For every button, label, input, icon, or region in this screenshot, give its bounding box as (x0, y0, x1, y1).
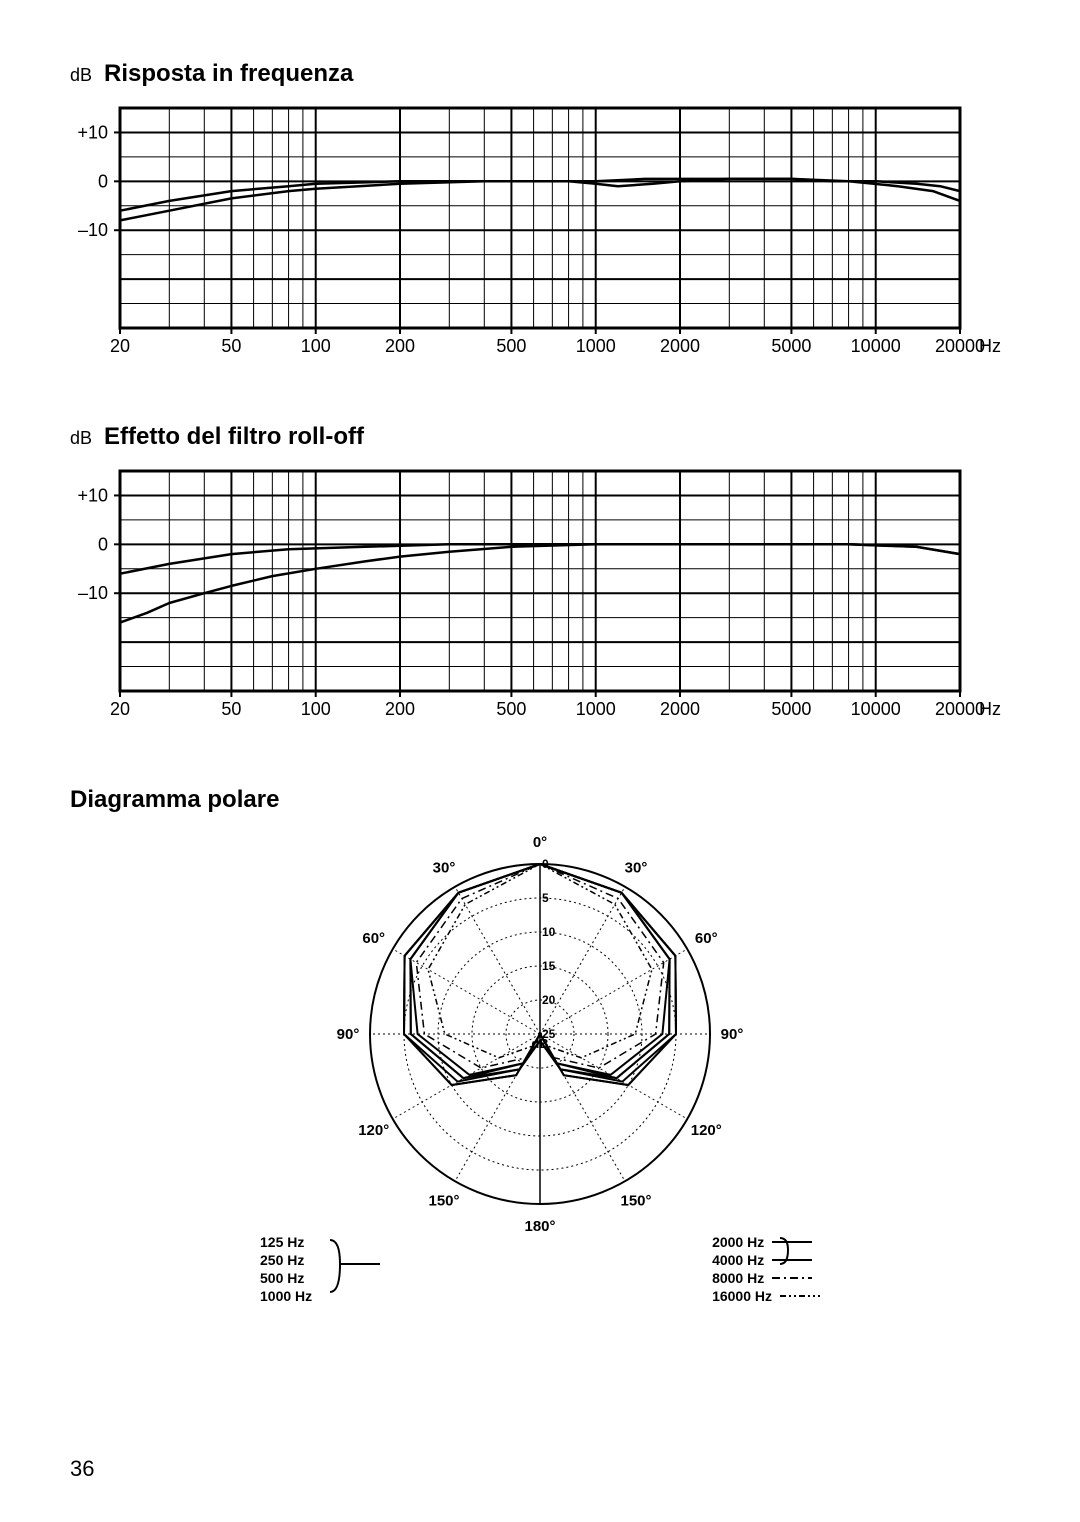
svg-text:10000: 10000 (851, 699, 901, 719)
svg-text:5000: 5000 (771, 336, 811, 356)
svg-text:60°: 60° (362, 930, 385, 947)
svg-text:150°: 150° (620, 1192, 651, 1209)
svg-text:500: 500 (496, 699, 526, 719)
polar-legend-item: 250 Hz (260, 1252, 312, 1268)
chart2-svg: 20 50 100 200 500 1000 2000 5000 10000 20000Hz –10… (70, 461, 1010, 731)
chart3-svg: 0° 30° 60° 90° 120° 150° 180° 30° 60° 90° 120° 150°… (260, 824, 820, 1264)
svg-text:–10: –10 (78, 583, 108, 603)
chart1-prefix: dB (70, 65, 92, 86)
svg-text:150°: 150° (428, 1192, 459, 1209)
polar-legend-label: 125 Hz (260, 1234, 304, 1250)
svg-text:+10: +10 (77, 485, 108, 505)
svg-text:90°: 90° (337, 1026, 360, 1043)
svg-text:120°: 120° (691, 1122, 722, 1139)
polar-legend-label: 8000 Hz (712, 1270, 764, 1286)
polar-legend-right: 2000 Hz 4000 Hz 8000 Hz 16000 Hz (712, 1234, 820, 1304)
polar-wrap: 0° 30° 60° 90° 120° 150° 180° 30° 60° 90° 120° 150°… (70, 824, 1010, 1304)
svg-text:20: 20 (110, 699, 130, 719)
svg-text:120°: 120° (358, 1122, 389, 1139)
svg-text:50: 50 (221, 336, 241, 356)
svg-text:180°: 180° (524, 1218, 555, 1235)
polar-legend: 125 Hz 250 Hz 500 Hz 1000 Hz 2000 Hz 4000 Hz… (260, 1234, 820, 1304)
polar-legend-item: 16000 Hz (712, 1288, 820, 1304)
polar-legend-label: 1000 Hz (260, 1288, 312, 1304)
svg-text:0°: 0° (533, 834, 547, 851)
svg-text:1000: 1000 (576, 699, 616, 719)
svg-text:–10: –10 (78, 220, 108, 240)
polar-legend-label: 4000 Hz (712, 1252, 764, 1268)
chart2-title-row: dB Effetto del filtro roll-off (70, 423, 1010, 451)
svg-text:100: 100 (301, 699, 331, 719)
svg-text:2000: 2000 (660, 699, 700, 719)
polar-legend-item: 2000 Hz (712, 1234, 820, 1250)
polar-legend-label: 2000 Hz (712, 1234, 764, 1250)
chart2-title: Effetto del filtro roll-off (104, 423, 364, 451)
svg-text:20000: 20000 (935, 336, 985, 356)
svg-text:Hz: Hz (979, 336, 1001, 356)
polar-legend-left: 125 Hz 250 Hz 500 Hz 1000 Hz (260, 1234, 312, 1304)
freq-response-section: dB Risposta in frequenza 20 50 100 200 500 10… (70, 60, 1010, 373)
polar-legend-item: 4000 Hz (712, 1252, 820, 1268)
svg-text:0: 0 (98, 534, 108, 554)
svg-text:20: 20 (110, 336, 130, 356)
svg-text:60°: 60° (695, 930, 718, 947)
chart1-container: 20 50 100 200 500 1000 2000 5000 10000 20000Hz –10… (70, 98, 1010, 373)
svg-text:50: 50 (221, 699, 241, 719)
svg-text:10000: 10000 (851, 336, 901, 356)
chart3-title-row: Diagramma polare (70, 786, 1010, 814)
chart1-title: Risposta in frequenza (104, 60, 353, 88)
svg-text:200: 200 (385, 699, 415, 719)
svg-text:90°: 90° (721, 1026, 744, 1043)
chart2-prefix: dB (70, 428, 92, 449)
svg-text:20000: 20000 (935, 699, 985, 719)
svg-text:500: 500 (496, 336, 526, 356)
chart3-title: Diagramma polare (70, 786, 279, 814)
page-number: 36 (70, 1456, 94, 1482)
svg-text:20: 20 (542, 993, 556, 1007)
svg-text:30°: 30° (625, 860, 648, 877)
polar-legend-item: 125 Hz (260, 1234, 312, 1250)
svg-text:100: 100 (301, 336, 331, 356)
svg-text:5: 5 (542, 891, 549, 905)
svg-text:Hz: Hz (979, 699, 1001, 719)
svg-text:0: 0 (98, 171, 108, 191)
svg-text:2000: 2000 (660, 336, 700, 356)
polar-section: Diagramma polare 0° 30° 60° 90° 120° 150° 180°… (70, 786, 1010, 1304)
chart2-container: 20 50 100 200 500 1000 2000 5000 10000 20000Hz –10… (70, 461, 1010, 736)
svg-text:200: 200 (385, 336, 415, 356)
svg-text:15: 15 (542, 959, 556, 973)
polar-legend-item: 1000 Hz (260, 1288, 312, 1304)
svg-text:5000: 5000 (771, 699, 811, 719)
svg-text:30°: 30° (433, 860, 456, 877)
polar-legend-label: 500 Hz (260, 1270, 304, 1286)
polar-legend-label: 250 Hz (260, 1252, 304, 1268)
svg-text:+10: +10 (77, 122, 108, 142)
rolloff-section: dB Effetto del filtro roll-off 205010020… (70, 423, 1010, 736)
polar-legend-label: 16000 Hz (712, 1288, 772, 1304)
chart1-svg: 20 50 100 200 500 1000 2000 5000 10000 20000Hz –10… (70, 98, 1010, 368)
svg-text:10: 10 (542, 925, 556, 939)
polar-legend-item: 500 Hz (260, 1270, 312, 1286)
chart1-title-row: dB Risposta in frequenza (70, 60, 1010, 88)
polar-legend-item: 8000 Hz (712, 1270, 820, 1286)
svg-text:1000: 1000 (576, 336, 616, 356)
